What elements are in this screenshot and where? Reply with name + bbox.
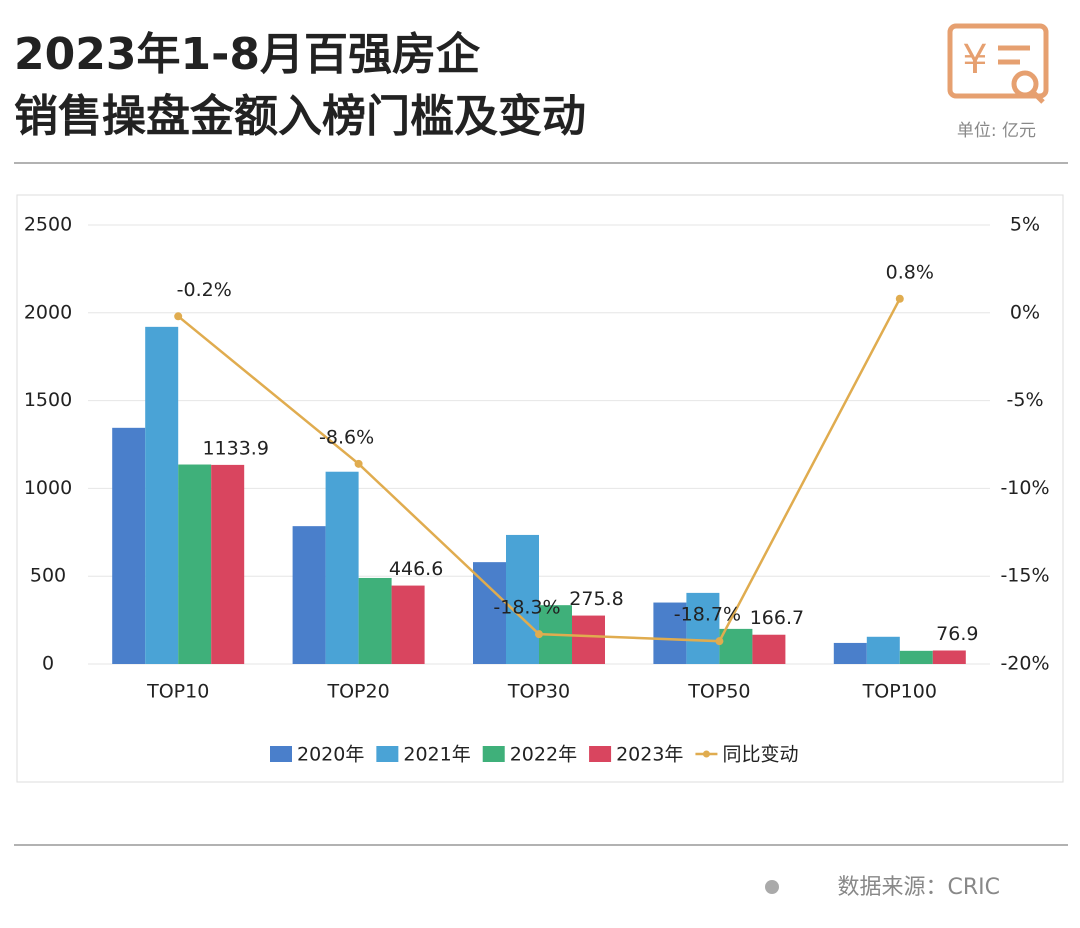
bar [572, 615, 605, 664]
legend-swatch [702, 750, 710, 758]
bar [211, 464, 245, 664]
data-label: -18.7% [674, 604, 741, 626]
bar [686, 592, 720, 664]
bar [292, 526, 326, 664]
svg-text:¥: ¥ [962, 37, 987, 83]
title: 销售操盘金额入榜门槛及变动 [14, 91, 586, 142]
y-tick-label: 2000 [24, 301, 72, 323]
x-tick-label: TOP100 [862, 681, 937, 703]
data-label: -18.3% [493, 597, 560, 619]
legend-swatch [270, 746, 292, 762]
source: 数据来源：CRIC [838, 875, 1001, 900]
y2-tick-label: -5% [1007, 389, 1044, 411]
y2-tick-label: -20% [1000, 653, 1049, 675]
bar [473, 562, 506, 664]
data-label: 446.6 [389, 558, 443, 580]
y-tick-label: 0 [42, 653, 54, 675]
bar [719, 628, 753, 664]
chart: 0 500 1000 1500 2000 2500 -20% -15% -10% -5% 0% 5% T… [24, 214, 1050, 766]
y-tick-label: 1000 [24, 477, 72, 499]
bar [833, 642, 867, 664]
legend-label: 2021年 [403, 744, 470, 766]
unit: 单位: 亿元 [957, 121, 1036, 141]
legend-swatch [589, 746, 612, 762]
bar [391, 585, 425, 664]
line-point [715, 637, 724, 646]
title: 2023年1-8月百强房企 [14, 29, 481, 80]
bar [358, 577, 392, 664]
x-tick-label: TOP10 [146, 681, 209, 703]
x-tick-label: TOP20 [326, 681, 389, 703]
x-tick-label: TOP50 [687, 681, 750, 703]
bar [866, 636, 900, 664]
legend-label: 同比变动 [722, 744, 798, 766]
bar [752, 634, 786, 664]
chart-frame [16, 194, 1064, 783]
y-tick-label: 500 [30, 565, 66, 587]
line-point [895, 294, 904, 303]
data-label: 1133.9 [202, 437, 268, 459]
line-point [535, 630, 543, 639]
legend-swatch [482, 746, 505, 762]
x-tick-label: TOP30 [507, 681, 570, 703]
bar [178, 464, 212, 664]
y2-tick-label: 0% [1010, 301, 1040, 323]
y2-tick-label: 5% [1010, 214, 1040, 236]
bullet [765, 880, 779, 894]
data-label: 275.8 [569, 588, 623, 610]
line-point [174, 312, 183, 321]
data-label: -8.6% [319, 426, 374, 448]
bar [653, 602, 687, 664]
bar [506, 534, 539, 664]
legend-swatch [376, 746, 399, 762]
y-tick-label: 1500 [24, 389, 72, 411]
y2-tick-label: -10% [1000, 477, 1049, 499]
data-label: 166.7 [750, 607, 804, 629]
bar [145, 326, 179, 664]
y-tick-label: 2500 [24, 214, 72, 236]
legend-label: 2022年 [510, 744, 577, 766]
icon: ¥ [947, 23, 1049, 104]
data-label: 76.9 [936, 623, 978, 645]
y2-tick-label: -15% [1000, 565, 1049, 587]
data-label: -0.2% [177, 279, 232, 301]
legend-label: 2023年 [616, 744, 683, 766]
bar [325, 471, 359, 664]
bar [932, 650, 966, 664]
bar [112, 427, 146, 664]
legend-label: 2020年 [297, 744, 364, 766]
bar [899, 650, 933, 664]
line-point [354, 459, 363, 468]
data-label: 0.8% [886, 261, 934, 283]
